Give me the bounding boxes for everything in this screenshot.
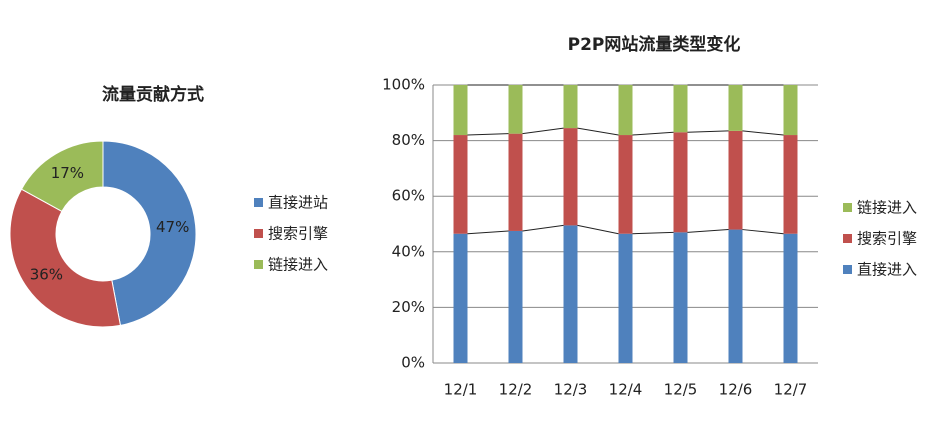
legend-label: 链接进入 (268, 256, 328, 274)
x-tick-label: 12/2 (499, 381, 533, 399)
bar-segment (508, 230, 523, 363)
series-line (467, 230, 509, 235)
series-line (632, 231, 674, 235)
series-line (742, 229, 784, 235)
data-label: 47% (156, 218, 189, 236)
bar-segment (453, 233, 468, 363)
chart-title: P2P网站流量类型变化 (568, 34, 741, 55)
data-label: 17% (51, 164, 84, 182)
bar-segment (673, 232, 688, 363)
series-line (632, 131, 674, 136)
bar-segment (618, 85, 633, 136)
legend-swatch (843, 265, 852, 274)
bar-segment (563, 85, 578, 129)
bar-segment (508, 85, 523, 134)
x-tick-label: 12/5 (664, 381, 698, 399)
x-tick-label: 12/6 (719, 381, 753, 399)
bar-segment (563, 225, 578, 363)
legend-label: 搜索引擎 (857, 230, 917, 248)
series-line (687, 130, 729, 133)
x-tick-label: 12/7 (774, 381, 808, 399)
bar-segment (618, 135, 633, 234)
data-label: 36% (30, 266, 63, 284)
series-line (522, 127, 564, 135)
y-tick-label: 100% (382, 76, 425, 94)
series-line (577, 224, 619, 235)
y-tick-label: 20% (392, 298, 425, 316)
legend-label: 搜索引擎 (268, 225, 328, 243)
x-tick-label: 12/1 (444, 381, 478, 399)
bar-segment (453, 85, 468, 136)
legend-swatch (254, 229, 263, 238)
series-line (577, 127, 619, 136)
series-line (467, 133, 509, 136)
bar-segment (728, 229, 743, 363)
series-line (522, 224, 564, 232)
bar-segment (783, 85, 798, 136)
donut-slice (20, 140, 104, 213)
legend-label: 直接进入 (857, 261, 917, 279)
bar-segment (783, 233, 798, 363)
bar-segment (563, 128, 578, 226)
y-tick-label: 0% (401, 354, 425, 372)
bar-segment (508, 133, 523, 231)
donut-slice (102, 140, 197, 326)
legend-swatch (254, 260, 263, 269)
legend-label: 链接进入 (857, 199, 917, 217)
bar-segment (453, 135, 468, 234)
y-tick-label: 40% (392, 242, 425, 260)
x-tick-label: 12/3 (554, 381, 588, 399)
y-tick-label: 80% (392, 131, 425, 149)
donut-slice (9, 188, 122, 328)
legend-swatch (254, 198, 263, 207)
bar-segment (728, 85, 743, 131)
bar-segment (728, 130, 743, 230)
series-line (687, 229, 729, 233)
bar-segment (673, 85, 688, 133)
chart-title: 流量贡献方式 (102, 84, 204, 105)
y-tick-label: 60% (392, 187, 425, 205)
series-line (742, 130, 784, 136)
bar-segment (673, 132, 688, 233)
legend-swatch (843, 203, 852, 212)
legend-swatch (843, 234, 852, 243)
bar-segment (783, 135, 798, 234)
x-tick-label: 12/4 (609, 381, 643, 399)
bar-segment (618, 233, 633, 363)
legend-label: 直接进站 (268, 194, 328, 212)
